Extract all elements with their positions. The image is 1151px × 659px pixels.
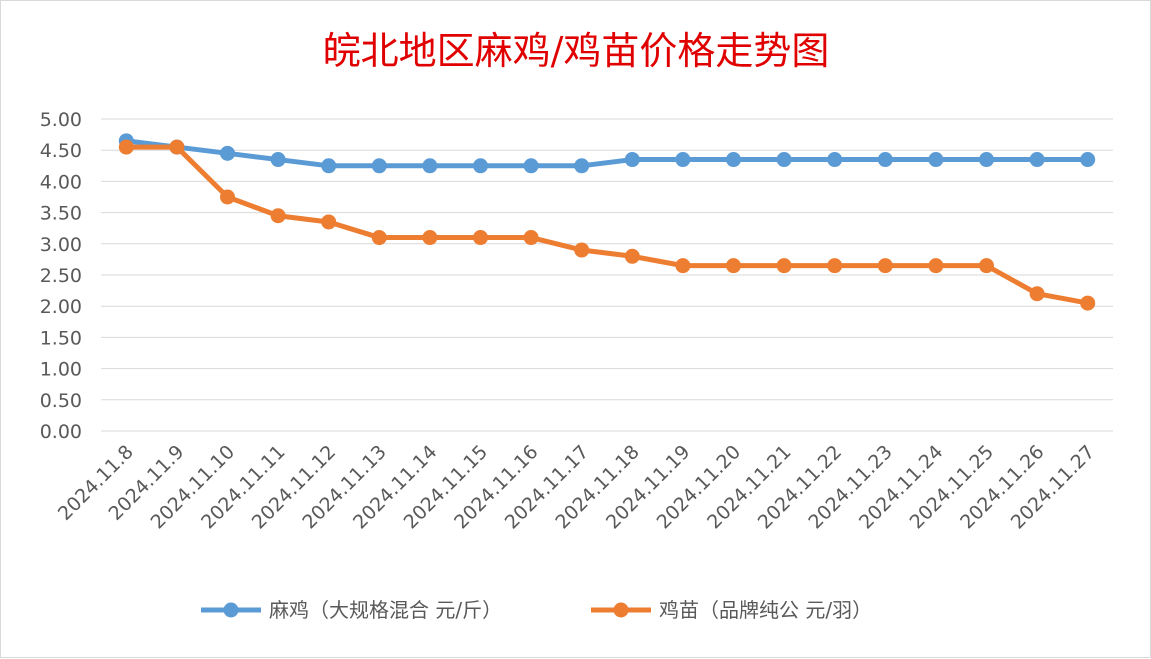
data-point: [270, 208, 286, 224]
data-point: [473, 230, 488, 246]
data-point: [523, 230, 539, 246]
data-point: [827, 152, 843, 168]
series-2: [118, 139, 1096, 311]
data-point: [1080, 295, 1096, 311]
x-axis-ticks: 2024.11.82024.11.92024.11.102024.11.1120…: [54, 441, 1099, 533]
data-point: [726, 258, 741, 274]
gridlines: [101, 118, 1113, 432]
legend-label: 麻鸡（大规格混合 元/斤）: [269, 598, 502, 622]
y-axis-ticks: 0.00 0.50 1.00 1.50 2.00 2.50 3.00 3.50 4.00 4.50…: [40, 109, 82, 443]
y-tick-label: 1.00: [40, 359, 82, 381]
data-point: [422, 158, 438, 174]
data-point: [624, 248, 640, 264]
data-point: [979, 152, 994, 168]
data-point: [321, 158, 337, 174]
legend-label: 鸡苗（品牌纯公 元/羽）: [659, 598, 872, 622]
legend-item: 鸡苗（品牌纯公 元/羽）: [591, 598, 872, 622]
chart-title: 皖北地区麻鸡/鸡苗价格走势图: [323, 29, 830, 73]
y-tick-label: 2.50: [40, 265, 82, 287]
data-point: [422, 230, 438, 246]
data-point: [877, 258, 893, 274]
series-line: [123, 144, 1091, 306]
y-tick-label: 4.00: [40, 171, 82, 193]
data-point: [1080, 152, 1096, 168]
data-point: [321, 214, 337, 230]
data-point: [118, 139, 134, 155]
data-point: [371, 158, 387, 174]
data-point: [979, 258, 994, 274]
data-point: [220, 189, 235, 205]
data-point: [574, 242, 590, 258]
data-point: [776, 258, 792, 274]
y-tick-label: 2.00: [40, 296, 82, 318]
data-point: [675, 152, 691, 168]
data-point: [523, 158, 539, 174]
data-point: [928, 258, 944, 274]
y-tick-label: 4.50: [40, 140, 82, 162]
series-line: [123, 138, 1091, 169]
data-point: [220, 145, 235, 161]
data-point: [371, 230, 387, 246]
y-tick-label: 1.50: [40, 327, 82, 349]
data-point: [877, 152, 893, 168]
data-point: [675, 258, 691, 274]
data-point: [827, 258, 843, 274]
series-1: [118, 133, 1096, 174]
legend: 麻鸡（大规格混合 元/斤） 鸡苗（品牌纯公 元/羽）: [201, 598, 872, 622]
data-point: [169, 139, 185, 155]
data-point: [776, 152, 792, 168]
data-point: [928, 152, 944, 168]
data-point: [726, 152, 741, 168]
data-point: [473, 158, 488, 174]
y-tick-label: 0.00: [40, 421, 82, 443]
legend-marker: [223, 602, 239, 618]
data-point: [1029, 152, 1045, 168]
legend-item: 麻鸡（大规格混合 元/斤）: [201, 598, 502, 622]
data-point: [574, 158, 590, 174]
data-point: [270, 152, 286, 168]
y-tick-label: 0.50: [40, 390, 82, 412]
legend-marker: [613, 602, 629, 618]
data-point: [624, 152, 640, 168]
y-tick-label: 3.00: [40, 234, 82, 256]
series-layer: [118, 133, 1096, 311]
y-tick-label: 3.50: [40, 203, 82, 225]
y-tick-label: 5.00: [40, 109, 82, 131]
data-point: [1029, 286, 1045, 302]
